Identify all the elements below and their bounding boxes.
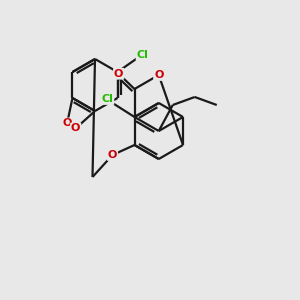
Text: Cl: Cl bbox=[136, 50, 148, 60]
Text: O: O bbox=[62, 118, 72, 128]
Text: O: O bbox=[154, 70, 164, 80]
Text: Cl: Cl bbox=[102, 94, 113, 104]
Text: O: O bbox=[114, 69, 123, 79]
Text: O: O bbox=[71, 123, 80, 134]
Text: O: O bbox=[108, 150, 117, 160]
